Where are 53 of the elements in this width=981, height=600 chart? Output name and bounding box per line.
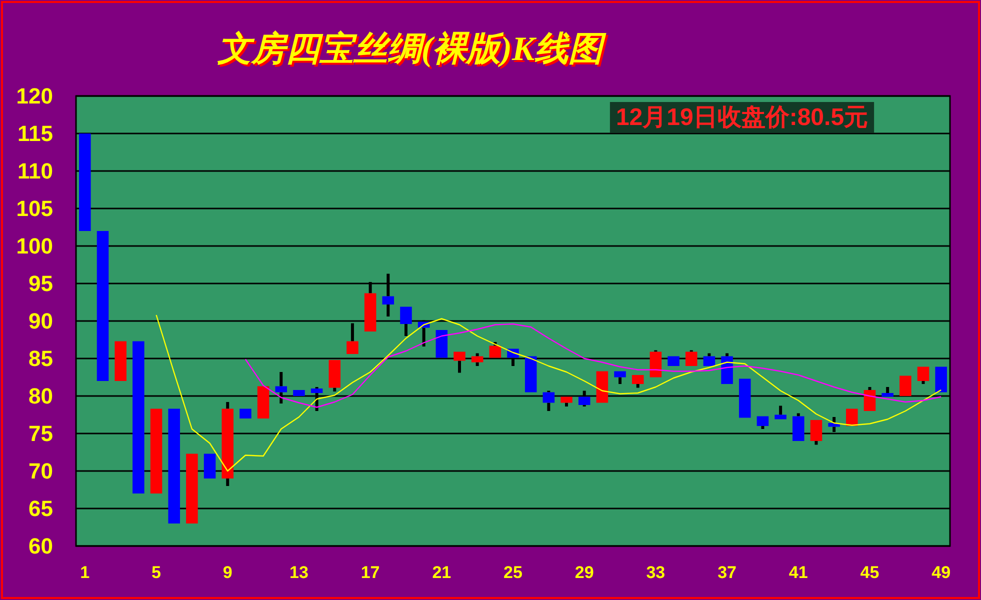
- candlestick: [293, 390, 305, 396]
- candlestick: [168, 408, 180, 524]
- candlestick: [132, 341, 144, 494]
- candlestick: [917, 366, 930, 384]
- candlestick: [257, 386, 270, 418]
- annotation: 12月19日收盘价:80.5元: [616, 104, 868, 131]
- candlestick: [668, 356, 680, 366]
- x-tick-label: 37: [718, 563, 736, 582]
- x-tick-label: 45: [860, 563, 880, 582]
- y-tick-label: 120: [16, 84, 53, 108]
- candlestick: [632, 375, 644, 388]
- x-tick-label: 29: [574, 563, 594, 582]
- candlestick: [79, 134, 91, 231]
- candlestick: [96, 231, 109, 381]
- y-tick-label: 70: [28, 458, 53, 484]
- y-tick-label: 85: [28, 346, 53, 371]
- candlestick: [240, 408, 252, 418]
- y-tick-label: 115: [18, 121, 53, 146]
- x-tick-label: 41: [788, 563, 808, 582]
- candlestick: [204, 454, 216, 478]
- chart-title: 文房四宝丝绸(裸版)K线图: [218, 32, 609, 70]
- x-tick-label: 17: [360, 563, 380, 582]
- candlestick: [738, 378, 751, 418]
- y-tick-label: 80: [28, 384, 53, 408]
- candlestick: [114, 341, 126, 381]
- candlestick: [846, 408, 858, 426]
- candlestick: [150, 408, 162, 494]
- y-tick-label: 60: [28, 534, 53, 558]
- x-tick-label: 49: [932, 563, 951, 582]
- candlestick: [524, 356, 537, 392]
- candlestick: [935, 366, 947, 392]
- x-tick-label: 1: [80, 563, 90, 582]
- y-tick-label: 90: [28, 308, 53, 334]
- x-tick-label: 21: [432, 563, 452, 582]
- candlestick: [596, 371, 608, 403]
- candlestick: [756, 416, 769, 429]
- candlestick: [900, 376, 912, 396]
- candlestick: [774, 406, 786, 420]
- x-tick-label: 9: [222, 563, 232, 582]
- x-tick-label: 33: [646, 563, 666, 582]
- y-tick-label: 105: [16, 196, 53, 221]
- x-tick-label: 13: [290, 563, 308, 582]
- y-tick-label: 75: [28, 421, 53, 446]
- candlestick: [614, 371, 626, 384]
- y-tick-label: 95: [28, 271, 53, 296]
- y-tick-label: 65: [28, 496, 53, 521]
- line-series: [156, 314, 942, 472]
- x-tick-label: 5: [152, 563, 161, 582]
- candlestick: [186, 454, 198, 524]
- y-tick-label: 100: [16, 234, 53, 258]
- x-tick-label: 25: [504, 563, 522, 582]
- candlestick: [436, 330, 448, 358]
- y-tick-label: 110: [18, 158, 53, 184]
